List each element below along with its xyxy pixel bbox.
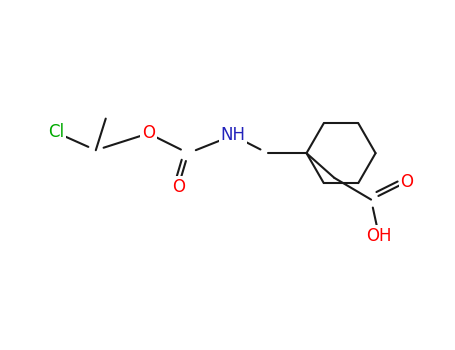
Text: O: O (400, 173, 413, 191)
Text: NH: NH (220, 126, 245, 145)
Text: Cl: Cl (48, 124, 64, 141)
Text: O: O (172, 178, 185, 196)
Text: OH: OH (366, 227, 392, 245)
Text: O: O (142, 124, 155, 142)
